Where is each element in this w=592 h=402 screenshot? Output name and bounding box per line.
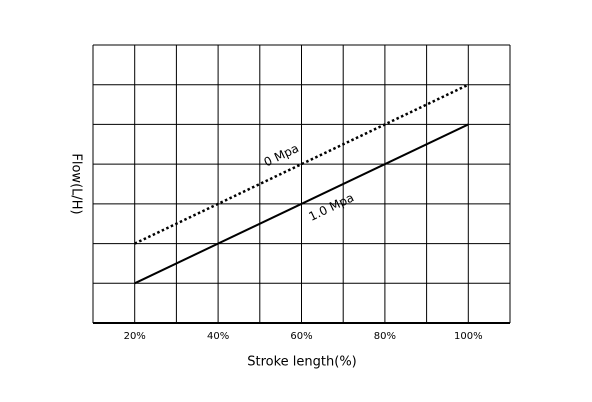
x-tick-label: 40% bbox=[207, 331, 229, 342]
x-tick-label: 80% bbox=[374, 331, 396, 342]
x-tick-label: 60% bbox=[290, 331, 312, 342]
series-label: 1.0 Mpa bbox=[307, 190, 357, 223]
y-axis-title: Flow(L/H) bbox=[69, 153, 84, 214]
x-tick-label: 100% bbox=[454, 331, 483, 342]
line bbox=[134, 83, 469, 245]
line bbox=[134, 123, 469, 285]
x-tick-label: 20% bbox=[124, 331, 146, 342]
x-axis-title: Stroke length(%) bbox=[247, 355, 357, 370]
series-label: 0 Mpa bbox=[262, 141, 301, 169]
